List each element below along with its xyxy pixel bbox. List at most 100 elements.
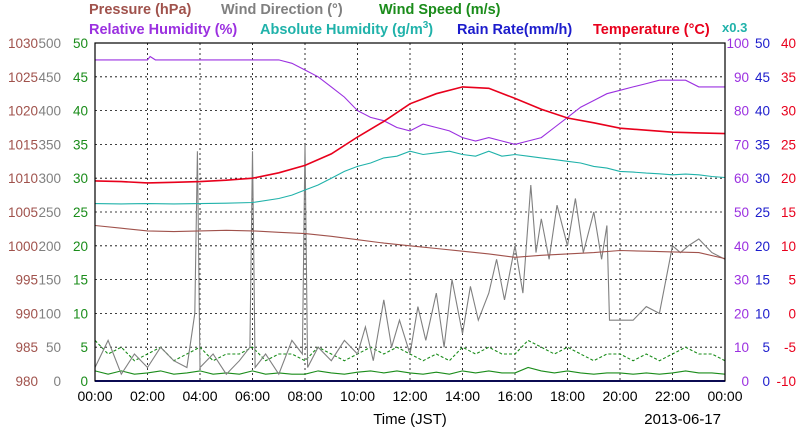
y-tick-wind-speed: 45 (73, 70, 88, 85)
x-tick-label: 08:00 (287, 388, 322, 404)
legend-absolute-humidity: Absolute Humidity (g/m3) (260, 20, 433, 38)
x-tick-label: 22:00 (655, 388, 690, 404)
y-tick-rh: 60 (734, 171, 749, 186)
y-tick-wind-dir: 150 (38, 273, 61, 288)
y-tick-pressure: 1025 (8, 70, 38, 85)
y-tick-temp: 30 (781, 104, 796, 119)
y-tick-pressure: 985 (15, 340, 38, 355)
ah-scale-note: x0.3 (722, 20, 747, 35)
y-tick-wind-speed: 30 (73, 171, 88, 186)
y-tick-temp: 35 (781, 70, 796, 85)
y-tick-wind-dir: 200 (38, 239, 61, 254)
y-tick-wind-speed: 5 (80, 340, 88, 355)
y-tick-rain: 40 (755, 104, 770, 119)
y-tick-rh: 0 (741, 374, 749, 389)
y-tick-wind-dir: 350 (38, 137, 61, 152)
y-tick-wind-dir: 300 (38, 171, 61, 186)
x-axis-title: Time (JST) (373, 411, 447, 428)
y-tick-temp: -10 (776, 374, 796, 389)
y-tick-rain: 0 (762, 374, 770, 389)
x-tick-label: 16:00 (497, 388, 532, 404)
y-tick-rain: 50 (755, 36, 770, 51)
y-tick-rain: 10 (755, 306, 770, 321)
legend-wind-speed: Wind Speed (m/s) (379, 2, 501, 18)
y-tick-rh: 20 (734, 306, 749, 321)
x-tick-label: 00:00 (77, 388, 112, 404)
legend-temp-unit: °C (689, 22, 706, 38)
y-tick-pressure: 1015 (8, 137, 38, 152)
y-tick-temp: 20 (781, 171, 796, 186)
x-tick-label: 20:00 (602, 388, 637, 404)
svg-text:Absolute Humidity (g/m3): Absolute Humidity (g/m3) (260, 20, 433, 38)
y-tick-pressure: 1030 (8, 36, 38, 51)
legend-ah-label: Absolute Humidity (g/m (260, 22, 423, 38)
y-tick-temp: 10 (781, 239, 796, 254)
series-line-ah (94, 150, 726, 205)
y-tick-rain: 35 (755, 137, 770, 152)
y-tick-rain: 45 (755, 70, 770, 85)
legend-temperature: Temperature (°C) (593, 22, 710, 38)
y-tick-wind-dir: 400 (38, 104, 61, 119)
y-tick-pressure: 1005 (8, 205, 38, 220)
y-tick-rain: 25 (755, 205, 770, 220)
y-tick-pressure: 995 (15, 273, 38, 288)
y-tick-rain: 15 (755, 273, 770, 288)
y-tick-rh: 80 (734, 104, 749, 119)
legend-ah-tail: ) (428, 22, 433, 38)
y-tick-wind-dir: 50 (46, 340, 61, 355)
y-tick-rain: 5 (762, 340, 770, 355)
x-tick-label: 12:00 (392, 388, 427, 404)
y-tick-wind-dir: 0 (53, 374, 61, 389)
y-tick-rh: 70 (734, 137, 749, 152)
series-line-rh (95, 55, 725, 145)
y-tick-wind-speed: 25 (73, 205, 88, 220)
y-tick-rh: 50 (734, 205, 749, 220)
y-tick-wind-speed: 0 (80, 374, 88, 389)
y-tick-rh: 40 (734, 239, 749, 254)
y-tick-temp: 25 (781, 137, 796, 152)
series-line-wind-dir (94, 144, 726, 376)
legend-pressure: Pressure (hPa) (89, 2, 192, 18)
plot-frame (94, 42, 726, 382)
y-tick-rh: 100 (726, 36, 749, 51)
x-tick-label: 10:00 (340, 388, 375, 404)
y-tick-temp: 15 (781, 205, 796, 220)
y-tick-temp: -5 (784, 340, 796, 355)
legend-rain-rate: Rain Rate(mm/h) (457, 22, 572, 38)
grid-lines (95, 43, 725, 381)
y-tick-wind-speed: 20 (73, 239, 88, 254)
x-axis-labels: 00:00 02:00 04:00 06:00 08:00 10:00 12:00 14:00… (77, 388, 742, 404)
x-tick-label: 06:00 (235, 388, 270, 404)
y-tick-rh: 10 (734, 340, 749, 355)
x-tick-label: 04:00 (182, 388, 217, 404)
legend-ah-sup: 3 (423, 20, 429, 31)
y-tick-wind-speed: 35 (73, 137, 88, 152)
y-tick-wind-dir: 500 (38, 36, 61, 51)
legend-wind-direction: Wind Direction (°) (221, 2, 343, 18)
x-tick-label: 14:00 (445, 388, 480, 404)
x-tick-label: 00:00 (707, 388, 742, 404)
y-tick-rh: 90 (734, 70, 749, 85)
x-tick-label: 18:00 (550, 388, 585, 404)
y-tick-pressure: 1020 (8, 104, 38, 119)
legend-temp-label: Temperature ( (593, 22, 689, 38)
y-tick-pressure: 1000 (8, 239, 38, 254)
svg-text:Temperature (°C): Temperature (°C) (593, 22, 710, 38)
x-tick-label: 02:00 (130, 388, 165, 404)
y-tick-wind-dir: 450 (38, 70, 61, 85)
y-axes-labels: 1030102510201015101010051000995990985980… (8, 36, 796, 389)
y-tick-pressure: 980 (15, 374, 38, 389)
series-line-wind-speed (94, 366, 726, 375)
y-tick-wind-speed: 10 (73, 306, 88, 321)
series-line-pressure (94, 224, 726, 260)
legend-temp-tail: ) (705, 22, 710, 38)
y-tick-wind-speed: 50 (73, 36, 88, 51)
y-tick-wind-dir: 250 (38, 205, 61, 220)
series-line-temp (94, 86, 726, 184)
y-tick-wind-speed: 15 (73, 273, 88, 288)
chart-date: 2013-06-17 (644, 411, 721, 428)
y-tick-temp: 40 (781, 36, 796, 51)
y-tick-wind-speed: 40 (73, 104, 88, 119)
y-tick-wind-dir: 100 (38, 306, 61, 321)
